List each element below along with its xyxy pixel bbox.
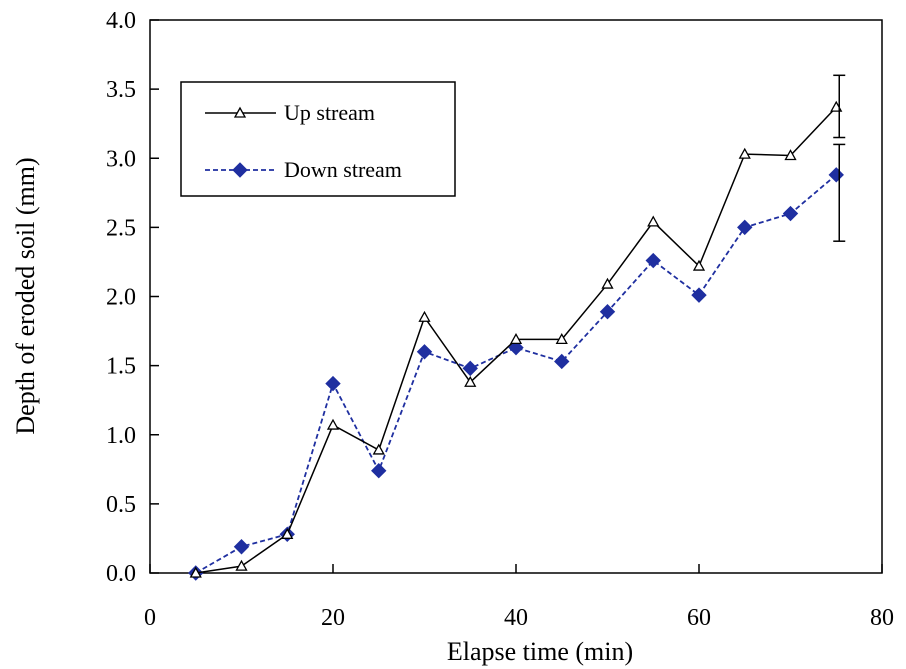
legend-item-down-stream xyxy=(205,162,276,178)
data-point xyxy=(692,259,706,271)
data-point xyxy=(647,215,660,227)
y-tick-label: 0.5 xyxy=(106,492,136,518)
y-tick-label: 3.0 xyxy=(106,146,136,172)
data-point xyxy=(691,287,707,303)
data-point xyxy=(599,304,616,320)
data-point xyxy=(782,205,799,222)
data-point xyxy=(416,344,433,360)
data-point xyxy=(738,147,751,159)
series-down-stream xyxy=(188,167,844,581)
x-tick-label: 60 xyxy=(687,605,711,631)
y-axis-label: Depth of eroded soil (mm) xyxy=(11,157,40,434)
data-point xyxy=(509,333,523,345)
y-axis: 0.0 0.5 1.0 1.5 2.0 2.5 3.0 3.5 4.0 xyxy=(106,8,159,587)
data-point xyxy=(372,443,385,455)
data-point xyxy=(281,527,294,539)
legend-item-up-stream xyxy=(205,106,276,118)
data-point xyxy=(464,375,477,387)
y-tick-label: 4.0 xyxy=(106,8,136,34)
data-point xyxy=(508,339,524,356)
x-tick-label: 80 xyxy=(870,605,894,631)
data-point xyxy=(233,539,250,555)
legend-marker-down-stream xyxy=(232,162,248,178)
error-bar xyxy=(833,74,846,139)
data-point xyxy=(555,333,568,345)
y-tick-label: 2.0 xyxy=(106,285,136,311)
legend-label-down-stream: Down stream xyxy=(284,157,402,182)
data-point xyxy=(326,418,340,430)
data-point xyxy=(601,277,614,289)
legend: Up stream Down stream xyxy=(180,81,456,197)
y-tick-label: 2.5 xyxy=(106,215,136,241)
y-tick-label: 1.0 xyxy=(106,423,136,449)
data-point xyxy=(235,559,248,571)
data-point xyxy=(189,566,202,578)
series-line xyxy=(195,174,837,574)
x-tick-label: 0 xyxy=(144,605,156,631)
legend-marker-up-stream xyxy=(233,106,247,118)
data-point xyxy=(737,219,753,236)
data-point xyxy=(371,462,387,479)
data-point xyxy=(462,360,478,377)
x-tick-label: 40 xyxy=(504,605,528,631)
data-point xyxy=(554,353,570,370)
error-bars xyxy=(833,74,846,242)
series-layer xyxy=(188,100,844,581)
y-tick-label: 1.5 xyxy=(106,354,136,380)
error-bar xyxy=(833,143,846,242)
data-point xyxy=(325,375,341,392)
x-axis: 0 20 40 60 80 xyxy=(144,564,894,631)
data-point xyxy=(784,149,797,161)
legend-box xyxy=(180,81,456,197)
x-axis-label: Elapse time (min) xyxy=(447,637,633,666)
y-tick-label: 0.0 xyxy=(106,561,136,587)
legend-label-up-stream: Up stream xyxy=(284,100,375,125)
y-tick-label: 3.5 xyxy=(106,77,136,103)
data-point xyxy=(418,310,431,322)
data-point xyxy=(645,252,661,269)
x-tick-label: 20 xyxy=(321,605,345,631)
